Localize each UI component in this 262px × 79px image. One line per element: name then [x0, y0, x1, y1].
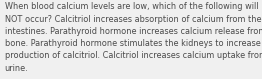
Text: NOT occur? Calcitriol increases absorption of calcium from the: NOT occur? Calcitriol increases absorpti…	[5, 15, 261, 24]
Text: urine.: urine.	[5, 64, 28, 73]
Text: intestines. Parathyroid hormone increases calcium release from: intestines. Parathyroid hormone increase…	[5, 27, 262, 36]
Text: When blood calcium levels are low, which of the following will: When blood calcium levels are low, which…	[5, 2, 258, 11]
Text: bone. Parathyroid hormone stimulates the kidneys to increase: bone. Parathyroid hormone stimulates the…	[5, 39, 260, 48]
Text: production of calcitriol. Calcitriol increases calcium uptake from: production of calcitriol. Calcitriol inc…	[5, 51, 262, 60]
